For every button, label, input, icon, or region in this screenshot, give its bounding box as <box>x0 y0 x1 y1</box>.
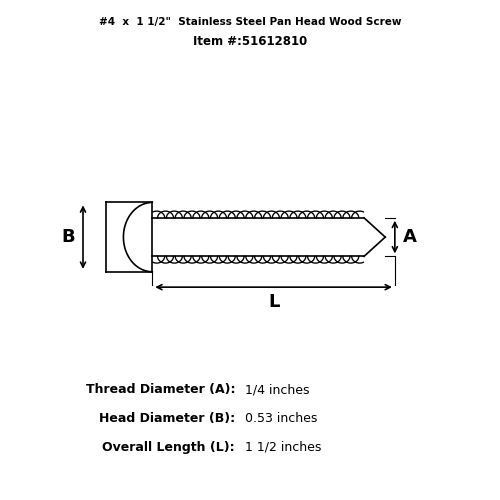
Text: L: L <box>268 293 280 311</box>
Text: Overall Length (L):: Overall Length (L): <box>102 440 235 454</box>
Text: 1 1/2 inches: 1 1/2 inches <box>245 440 322 454</box>
Text: #4  x  1 1/2"  Stainless Steel Pan Head Wood Screw: #4 x 1 1/2" Stainless Steel Pan Head Woo… <box>99 18 401 28</box>
Text: Item #:51612810: Item #:51612810 <box>193 35 307 48</box>
Text: Thread Diameter (A):: Thread Diameter (A): <box>86 384 235 396</box>
Text: 1/4 inches: 1/4 inches <box>245 384 310 396</box>
Text: B: B <box>62 228 75 246</box>
Text: Head Diameter (B):: Head Diameter (B): <box>99 412 235 425</box>
Text: 0.53 inches: 0.53 inches <box>245 412 318 425</box>
Text: A: A <box>404 228 417 246</box>
